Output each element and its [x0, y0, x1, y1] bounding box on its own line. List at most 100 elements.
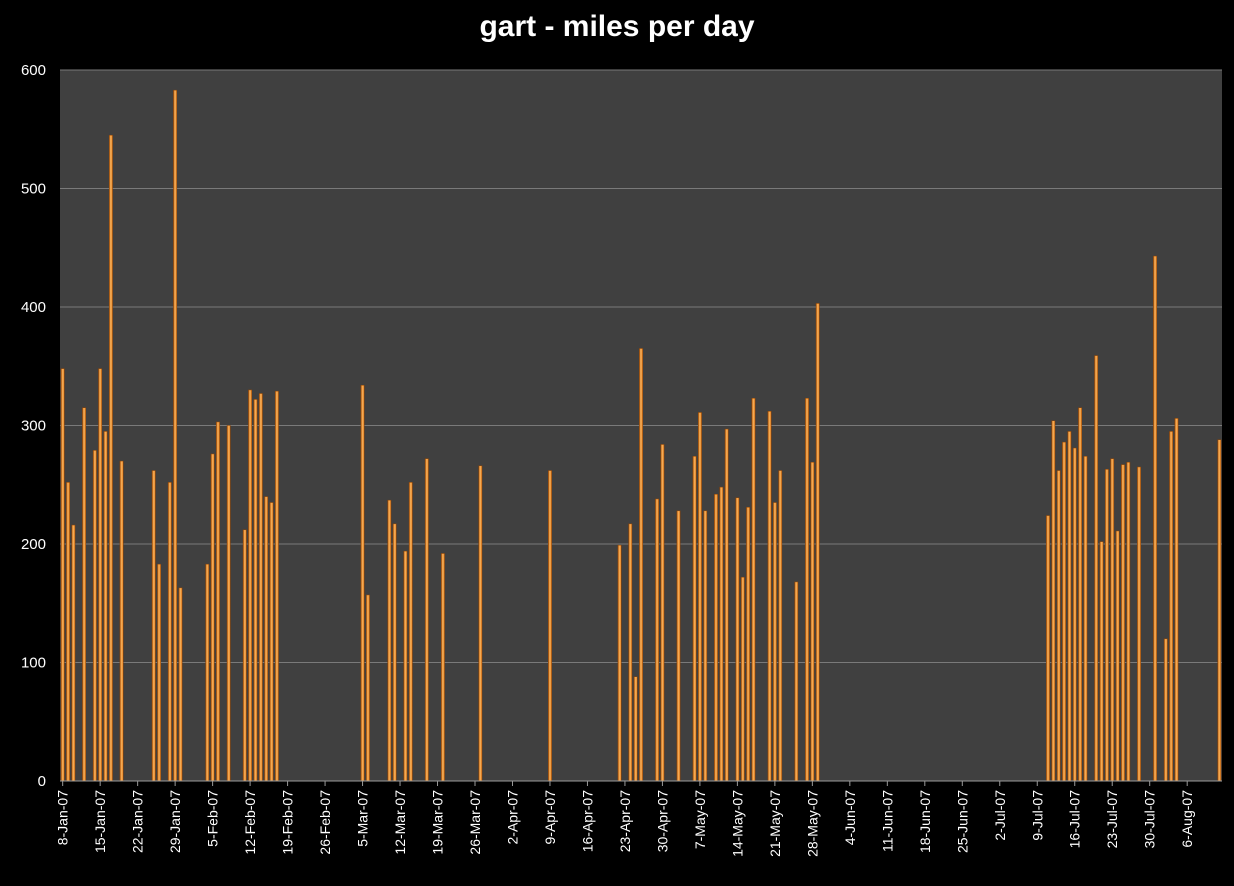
bar: [1083, 456, 1088, 782]
bar: [1078, 407, 1083, 782]
bar: [216, 421, 220, 782]
bar: [66, 482, 70, 782]
bar: [810, 461, 815, 782]
bar: [1153, 255, 1157, 782]
x-tick-label: 26-Feb-07: [317, 790, 333, 855]
x-tick-label: 5-Feb-07: [205, 790, 221, 847]
bar: [617, 544, 622, 782]
bar: [655, 498, 659, 782]
bar: [697, 412, 702, 782]
bar: [703, 510, 708, 782]
bar: [692, 456, 697, 782]
bar: [269, 502, 274, 782]
x-tick-label: 25-Jun-07: [954, 790, 970, 853]
x-tick-label: 19-Mar-07: [430, 790, 446, 855]
bar: [1094, 355, 1099, 782]
x-tick-label: 23-Apr-07: [617, 790, 633, 852]
bar: [1121, 464, 1125, 782]
bar: [360, 384, 365, 782]
bar: [772, 502, 777, 782]
bar: [1051, 420, 1056, 782]
bar: [1062, 441, 1066, 782]
y-axis-ticks: 0 100 200 300 400 500 600: [21, 62, 46, 790]
bar: [82, 407, 87, 782]
bar: [548, 470, 552, 782]
bar: [660, 444, 665, 782]
bar: [157, 563, 161, 782]
bar: [178, 587, 183, 782]
x-tick-label: 30-Jul-07: [1142, 790, 1158, 849]
bar: [226, 425, 231, 782]
x-tick-label: 22-Jan-07: [130, 790, 146, 853]
bar: [628, 523, 633, 782]
x-tick-label: 16-Apr-07: [579, 790, 595, 852]
bar: [1137, 466, 1141, 782]
bar: [274, 390, 279, 782]
x-tick-label: 7-May-07: [692, 790, 708, 849]
bar: [714, 493, 718, 782]
bar: [767, 411, 772, 782]
bar: [1099, 541, 1104, 782]
bar: [98, 368, 103, 782]
bar: [1217, 439, 1222, 782]
x-axis-ticks: 8-Jan-07 15-Jan-07 22-Jan-07 29-Jan-07 5-Feb…: [55, 781, 1195, 857]
bar: [1174, 418, 1179, 782]
bar: [778, 470, 783, 782]
bars: [60, 89, 1222, 782]
bar: [805, 397, 809, 782]
bar: [751, 397, 756, 782]
x-tick-label: 15-Jan-07: [92, 790, 108, 853]
x-tick-label: 5-Mar-07: [355, 790, 371, 847]
x-tick-label: 4-Jun-07: [842, 790, 858, 845]
x-tick-label: 2-Apr-07: [504, 790, 520, 845]
bar: [735, 497, 740, 782]
x-tick-label: 14-May-07: [729, 790, 745, 857]
x-tick-label: 30-Apr-07: [654, 790, 670, 852]
bar: [1126, 461, 1131, 782]
y-tick-label: 400: [21, 299, 46, 316]
bar: [248, 389, 253, 782]
x-tick-label: 12-Feb-07: [242, 790, 258, 855]
bar: [1072, 447, 1077, 782]
bar: [403, 550, 408, 782]
bar: [92, 450, 97, 782]
bar: [478, 465, 483, 782]
bar: [424, 458, 429, 782]
bar: [1046, 515, 1050, 782]
bar: [633, 676, 638, 782]
bar: [173, 89, 178, 782]
bar: [1169, 431, 1174, 782]
bar: [264, 496, 269, 782]
bar: [724, 428, 729, 782]
bar: [392, 523, 397, 782]
x-tick-label: 29-Jan-07: [167, 790, 183, 853]
bar: [242, 529, 247, 782]
bar: [740, 576, 745, 782]
bar: [151, 470, 156, 782]
y-tick-label: 100: [21, 655, 46, 672]
x-tick-label: 16-Jul-07: [1067, 790, 1083, 849]
x-tick-label: 2-Jul-07: [992, 790, 1008, 841]
bar: [210, 453, 215, 782]
bar: [1110, 458, 1115, 782]
x-tick-label: 26-Mar-07: [467, 790, 483, 855]
y-tick-label: 500: [21, 181, 46, 198]
bar: [1104, 469, 1109, 782]
bar: [1163, 638, 1168, 782]
x-tick-label: 18-Jun-07: [917, 790, 933, 853]
bar: [119, 460, 124, 782]
x-tick-label: 6-Aug-07: [1179, 790, 1195, 848]
bar: [794, 581, 799, 782]
y-tick-label: 0: [38, 773, 46, 790]
bar: [1115, 530, 1120, 782]
bar: [676, 510, 681, 782]
bar: [253, 399, 258, 782]
bar: [167, 482, 172, 782]
bar: [639, 348, 643, 782]
x-tick-label: 12-Mar-07: [392, 790, 408, 855]
bar: [1067, 431, 1072, 782]
bar: [258, 393, 263, 782]
bar: [815, 303, 820, 782]
x-tick-label: 23-Jul-07: [1104, 790, 1120, 849]
